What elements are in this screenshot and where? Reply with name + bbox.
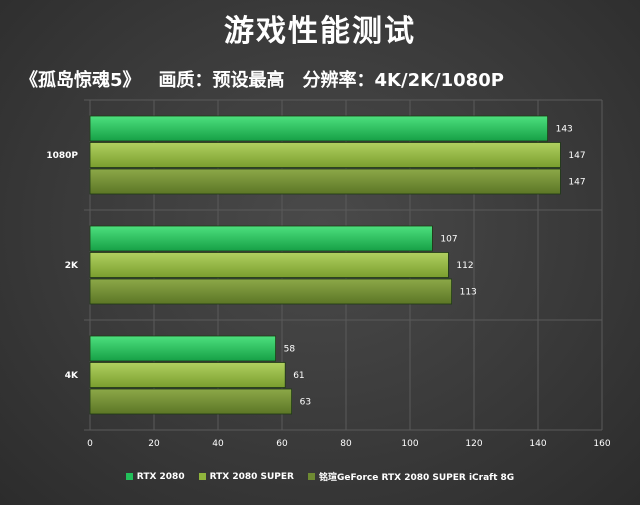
data-label: 107 <box>440 235 457 245</box>
x-tick-label: 140 <box>529 439 546 449</box>
data-label: 113 <box>460 288 477 298</box>
category-label: 1080P <box>46 151 78 161</box>
legend-item-rtx2080-super[interactable]: RTX 2080 SUPER <box>198 470 294 483</box>
x-tick-label: 120 <box>465 439 482 449</box>
data-label: 58 <box>284 345 296 355</box>
bar-2k-series-2[interactable] <box>89 252 449 278</box>
chart-title: 游戏性能测试 <box>224 14 416 49</box>
legend-swatch-1 <box>125 473 133 480</box>
labels: 0 20 40 60 80 100 120 140 160 1080P 143 147 147 2K 107… <box>46 125 611 450</box>
x-tick-label: 60 <box>276 439 288 449</box>
legend: RTX 2080 RTX 2080 SUPER 铭瑄GeForce RTX 20… <box>0 470 640 483</box>
legend-swatch-2 <box>198 473 206 480</box>
data-label: 61 <box>293 371 304 381</box>
legend-label-2: RTX 2080 SUPER <box>209 471 294 482</box>
bar-2k-series-3[interactable] <box>89 278 453 305</box>
legend-item-rtx2080[interactable]: RTX 2080 <box>125 470 185 483</box>
legend-item-maxsun-icraft[interactable]: 铭瑄GeForce RTX 2080 SUPER iCraft 8G <box>307 470 515 483</box>
data-label: 63 <box>300 398 311 408</box>
x-tick-label: 0 <box>87 439 93 449</box>
bars <box>89 115 561 415</box>
chart-subtitle: 《孤岛惊魂5》 画质：预设最高 分辨率：4K/2K/1080P <box>20 66 630 92</box>
bar-1080p-series-1[interactable] <box>89 115 549 142</box>
legend-swatch-3 <box>307 473 315 480</box>
x-tick-label: 100 <box>401 439 418 449</box>
bar-1080p-series-2[interactable] <box>89 142 561 168</box>
bar-4k-series-2[interactable] <box>89 362 286 388</box>
data-label: 143 <box>556 125 573 135</box>
data-label: 147 <box>568 178 585 188</box>
data-label: 112 <box>456 261 473 271</box>
subtitle-game: 《孤岛惊魂5》 <box>20 70 141 91</box>
x-tick-label: 160 <box>593 439 610 449</box>
category-label: 4K <box>65 371 79 381</box>
data-label: 147 <box>568 151 585 161</box>
bar-4k-series-1[interactable] <box>89 335 277 362</box>
bar-4k-series-3[interactable] <box>89 388 293 415</box>
x-tick-label: 20 <box>148 439 160 449</box>
bar-2k-series-1[interactable] <box>89 225 433 252</box>
x-tick-label: 80 <box>340 439 352 449</box>
bar-1080p-series-3[interactable] <box>89 168 561 195</box>
x-tick-label: 40 <box>212 439 224 449</box>
legend-label-1: RTX 2080 <box>136 471 185 482</box>
subtitle-quality: 画质：预设最高 <box>158 70 285 91</box>
legend-label-3: 铭瑄GeForce RTX 2080 SUPER iCraft 8G <box>318 473 515 483</box>
subtitle-resolution: 分辨率：4K/2K/1080P <box>302 70 504 91</box>
category-label: 2K <box>65 261 79 271</box>
